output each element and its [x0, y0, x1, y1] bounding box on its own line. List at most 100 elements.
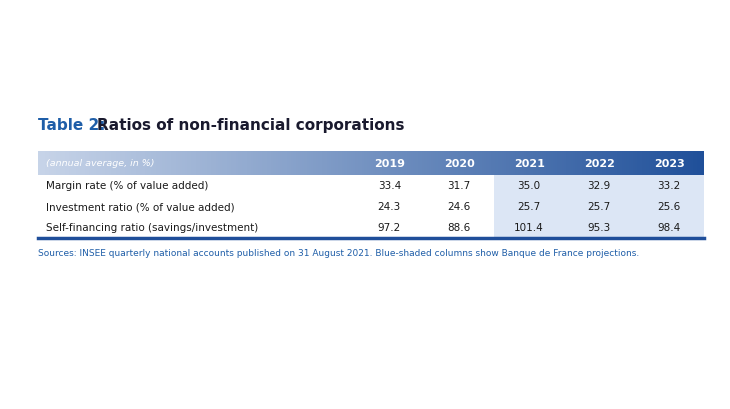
Text: Table 2:: Table 2:: [38, 118, 106, 133]
Bar: [240, 152, 242, 175]
Bar: [38, 175, 704, 196]
Bar: [580, 152, 582, 175]
Text: 24.6: 24.6: [447, 202, 471, 212]
Bar: [280, 152, 283, 175]
Bar: [435, 152, 437, 175]
Bar: [684, 152, 686, 175]
Bar: [51, 152, 53, 175]
Bar: [611, 152, 613, 175]
Bar: [671, 152, 673, 175]
Bar: [475, 152, 477, 175]
Bar: [402, 152, 404, 175]
Bar: [347, 152, 349, 175]
Bar: [445, 152, 447, 175]
Bar: [326, 152, 328, 175]
Bar: [251, 152, 253, 175]
Bar: [377, 152, 380, 175]
Bar: [404, 152, 407, 175]
Bar: [494, 175, 564, 196]
Bar: [340, 152, 342, 175]
Bar: [107, 152, 109, 175]
Bar: [624, 152, 626, 175]
Bar: [358, 152, 360, 175]
Bar: [311, 152, 313, 175]
Bar: [198, 152, 200, 175]
Text: 35.0: 35.0: [518, 181, 541, 191]
Bar: [40, 152, 42, 175]
Bar: [407, 152, 409, 175]
Bar: [153, 152, 155, 175]
Bar: [597, 152, 599, 175]
Bar: [345, 152, 347, 175]
Bar: [120, 152, 123, 175]
Bar: [87, 152, 89, 175]
Bar: [289, 152, 291, 175]
Bar: [145, 152, 147, 175]
Bar: [644, 152, 646, 175]
Text: 2023: 2023: [653, 159, 685, 169]
Bar: [285, 152, 287, 175]
Bar: [415, 152, 418, 175]
Bar: [362, 152, 364, 175]
Bar: [134, 152, 136, 175]
Bar: [307, 152, 309, 175]
Bar: [650, 152, 653, 175]
Bar: [269, 152, 271, 175]
Bar: [693, 152, 695, 175]
Bar: [200, 152, 202, 175]
Bar: [204, 152, 207, 175]
Bar: [582, 152, 584, 175]
Bar: [504, 152, 507, 175]
Text: 25.6: 25.6: [658, 202, 680, 212]
Bar: [136, 152, 138, 175]
Bar: [602, 152, 604, 175]
Bar: [225, 152, 227, 175]
Bar: [551, 152, 553, 175]
Bar: [211, 152, 213, 175]
Bar: [69, 152, 72, 175]
Bar: [111, 152, 113, 175]
Bar: [131, 152, 134, 175]
Bar: [38, 218, 704, 238]
Bar: [629, 152, 631, 175]
Bar: [609, 152, 611, 175]
Text: 101.4: 101.4: [515, 223, 544, 233]
Bar: [360, 152, 362, 175]
Bar: [338, 152, 340, 175]
Bar: [366, 152, 369, 175]
Bar: [266, 152, 269, 175]
Bar: [102, 152, 104, 175]
Bar: [424, 152, 426, 175]
Bar: [275, 152, 277, 175]
Bar: [637, 152, 639, 175]
Bar: [480, 152, 482, 175]
Bar: [697, 152, 699, 175]
Bar: [553, 152, 556, 175]
Bar: [227, 152, 229, 175]
Text: Investment ratio (% of value added): Investment ratio (% of value added): [46, 202, 234, 212]
Bar: [180, 152, 182, 175]
Bar: [451, 152, 453, 175]
Bar: [220, 152, 222, 175]
Bar: [549, 152, 551, 175]
Text: 97.2: 97.2: [377, 223, 401, 233]
Bar: [369, 152, 371, 175]
Bar: [418, 152, 420, 175]
Bar: [639, 152, 642, 175]
Bar: [398, 152, 400, 175]
Text: 2020: 2020: [444, 159, 474, 169]
Bar: [67, 152, 69, 175]
Bar: [613, 152, 615, 175]
Bar: [336, 152, 338, 175]
Bar: [648, 152, 650, 175]
Bar: [431, 152, 433, 175]
Text: 2019: 2019: [374, 159, 405, 169]
Bar: [622, 152, 624, 175]
Bar: [635, 152, 637, 175]
Bar: [466, 152, 469, 175]
Bar: [189, 152, 191, 175]
Bar: [58, 152, 60, 175]
Bar: [229, 152, 231, 175]
Bar: [599, 152, 602, 175]
Text: 33.4: 33.4: [377, 181, 401, 191]
